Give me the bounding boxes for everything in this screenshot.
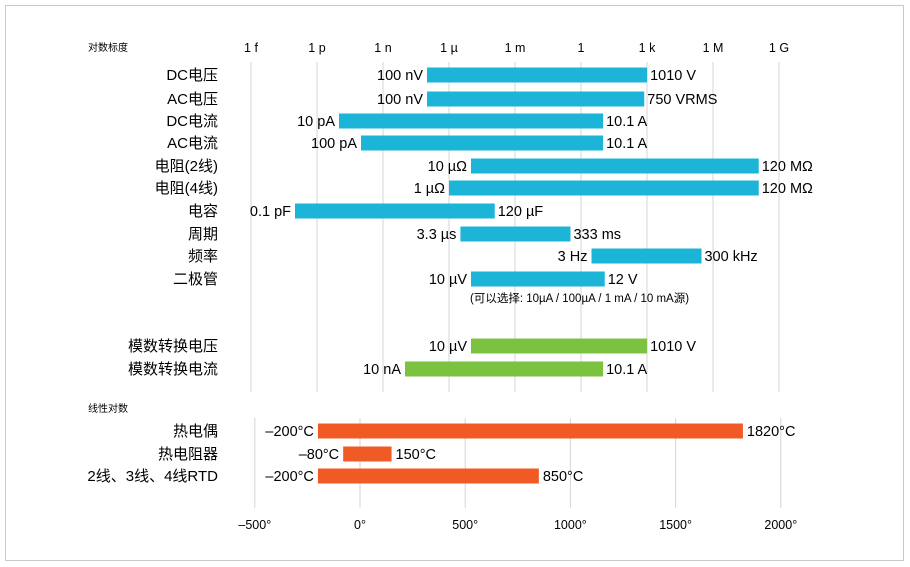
max-label: 1820°C [747, 424, 796, 440]
annotation: (可以选择: 10µA / 100µA / 1 mA / 10 mA源) [470, 291, 689, 305]
category-label: 热电偶 [173, 423, 218, 440]
tick-label-linear: 2000° [764, 518, 797, 532]
tick-label-log: 1 n [374, 41, 391, 55]
max-label: 10.1 A [606, 136, 647, 152]
max-label: 10.1 A [606, 114, 647, 130]
category-label: 电阻(4线) [155, 180, 218, 197]
range-bar [339, 113, 604, 129]
tick-label-linear: 1000° [554, 518, 587, 532]
range-bar [405, 361, 604, 377]
category-label: 热电阻器 [158, 446, 218, 463]
min-label: 10 µΩ [428, 159, 468, 175]
range-bar [460, 226, 571, 242]
category-label: 电容 [188, 203, 218, 220]
category-label: AC电流 [167, 135, 218, 152]
min-label: 3 Hz [558, 249, 588, 265]
tick-label-linear: 500° [452, 518, 478, 532]
section-label-linear: 线性对数 [88, 402, 128, 415]
min-label: 100 nV [377, 68, 423, 84]
max-label: 10.1 A [606, 362, 647, 378]
range-bar [471, 158, 759, 174]
min-label: 10 pA [297, 114, 335, 130]
range-bar [317, 423, 743, 439]
range-bar [449, 180, 759, 196]
range-bar [343, 446, 392, 462]
max-label: 300 kHz [704, 249, 757, 265]
max-label: 12 V [608, 272, 638, 288]
min-label: –80°C [299, 447, 339, 463]
tick-label-log: 1 G [769, 41, 789, 55]
min-label: 10 nA [363, 362, 401, 378]
min-label: –200°C [265, 424, 314, 440]
category-label: DC电压 [166, 67, 218, 84]
min-label: 1 µΩ [414, 181, 445, 197]
range-bar [427, 91, 645, 107]
range-bar [361, 135, 604, 151]
range-bar [295, 203, 495, 219]
min-label: –200°C [265, 469, 314, 485]
min-label: 10 µV [429, 339, 468, 355]
max-label: 120 µF [498, 204, 544, 220]
category-label: 频率 [188, 248, 218, 265]
category-label: 周期 [188, 226, 218, 243]
section-label-log: 对数标度 [88, 41, 128, 54]
tick-label-log: 1 k [639, 41, 656, 55]
max-label: 750 VRMS [647, 92, 717, 108]
tick-label-log: 1 M [703, 41, 724, 55]
category-label: 二极管 [173, 271, 218, 288]
min-label: 3.3 µs [417, 227, 457, 243]
category-label: 2线、3线、4线RTD [87, 468, 218, 485]
chart-frame [5, 5, 904, 561]
range-bar [427, 67, 648, 83]
range-bar [471, 271, 605, 287]
range-bar [471, 338, 648, 354]
tick-label-log: 1 µ [440, 41, 458, 55]
max-label: 1010 V [650, 68, 696, 84]
min-label: 100 nV [377, 92, 423, 108]
min-label: 10 µV [429, 272, 468, 288]
tick-label-log: 1 [578, 41, 585, 55]
max-label: 150°C [396, 447, 436, 463]
category-label: 电阻(2线) [155, 158, 218, 175]
category-label: 模数转换电压 [128, 338, 218, 355]
max-label: 333 ms [573, 227, 621, 243]
tick-label-log: 1 m [505, 41, 526, 55]
tick-label-log: 1 p [308, 41, 325, 55]
min-label: 100 pA [311, 136, 357, 152]
tick-label-linear: 1500° [659, 518, 692, 532]
max-label: 120 MΩ [762, 181, 813, 197]
category-label: DC电流 [166, 113, 218, 130]
max-label: 120 MΩ [762, 159, 813, 175]
range-bar [317, 468, 539, 484]
category-label: 模数转换电流 [128, 361, 218, 378]
tick-label-linear: –500° [238, 518, 271, 532]
max-label: 850°C [543, 469, 583, 485]
max-label: 1010 V [650, 339, 696, 355]
tick-label-linear: 0° [354, 518, 366, 532]
range-bar [591, 248, 702, 264]
tick-label-log: 1 f [244, 41, 258, 55]
category-label: AC电压 [167, 91, 218, 108]
min-label: 0.1 pF [250, 204, 291, 220]
